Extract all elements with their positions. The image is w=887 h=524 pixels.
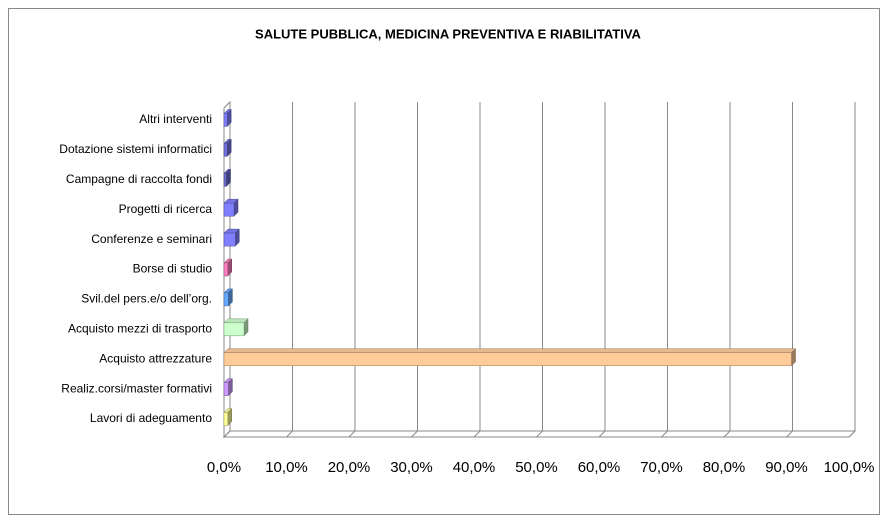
y-tick-label: Lavori di adeguamento (90, 411, 212, 425)
grid-floor-line (661, 430, 668, 438)
x-tick-label: 40,0% (453, 459, 496, 476)
x-tick-label: 30,0% (390, 459, 433, 476)
bar (223, 322, 245, 337)
y-tick-label: Acquisto attrezzature (99, 351, 212, 365)
y-tick-label: Altri interventi (139, 112, 212, 126)
bar (223, 292, 229, 307)
grid-floor-line (723, 430, 731, 438)
bar (223, 173, 227, 187)
y-tick-label: Realiz.corsi/master formativi (61, 381, 212, 395)
grid-floor-line (223, 430, 231, 438)
x-tick-label: 50,0% (515, 459, 558, 476)
bar (223, 352, 792, 366)
y-tick-label: Acquisto mezzi di trasporto (68, 321, 212, 335)
y-tick-label: Campagne di raccolta fondi (66, 172, 212, 186)
bar (223, 382, 229, 396)
x-tick-label: 60,0% (578, 459, 621, 476)
grid-floor-line (598, 430, 606, 438)
bar-top (223, 348, 797, 353)
y-tick-label: Dotazione sistemi informatici (59, 142, 212, 156)
grid-floor-line (473, 430, 481, 438)
grid-floor-line (848, 430, 856, 438)
y-tick-label: Progetti di ricerca (119, 202, 213, 216)
bar (223, 202, 235, 217)
grid-floor-line (536, 430, 543, 438)
x-tick-label: 70,0% (640, 459, 683, 476)
x-tick-label: 100,0% (824, 459, 875, 476)
bar (223, 412, 228, 426)
bar (223, 262, 228, 277)
x-tick-label: 80,0% (703, 459, 746, 476)
y-tick-label: Conferenze e seminari (91, 232, 212, 246)
grid-floor-line (786, 430, 793, 438)
grid-floor-line (348, 430, 356, 438)
bar (223, 232, 236, 247)
x-tick-label: 10,0% (265, 459, 308, 476)
y-tick-label: Borse di studio (133, 262, 213, 276)
grid-floor-line (286, 430, 293, 438)
grid-floor-line (411, 430, 418, 438)
chart-frame (8, 8, 880, 515)
x-tick-label: 20,0% (328, 459, 371, 476)
x-tick-label: 0,0% (207, 459, 241, 476)
bar (223, 113, 228, 127)
bar (223, 143, 228, 157)
chart-title: SALUTE PUBBLICA, MEDICINA PREVENTIVA E R… (255, 26, 642, 41)
x-tick-label: 90,0% (765, 459, 808, 476)
y-tick-label: Svil.del pers.e/o dell’org. (81, 292, 212, 306)
